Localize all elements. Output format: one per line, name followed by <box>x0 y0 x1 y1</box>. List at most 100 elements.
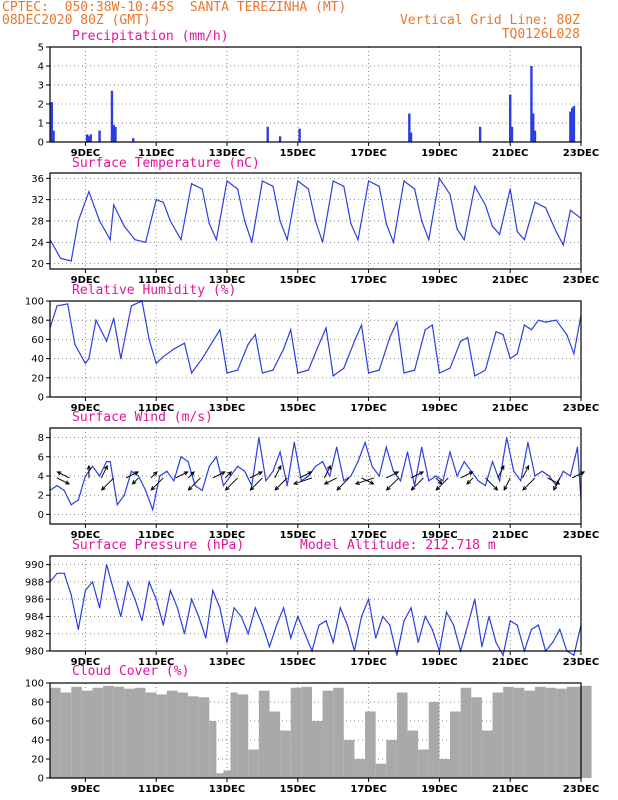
temp-point <box>484 204 487 206</box>
wind-point <box>428 480 430 482</box>
wind-arrow <box>386 471 400 479</box>
rh-point <box>272 369 274 371</box>
temp-point <box>463 239 465 241</box>
rh-point <box>212 340 214 342</box>
cloud-xtick-label: 17DEC <box>350 784 386 795</box>
wind-vectors <box>56 464 586 491</box>
pres-point <box>205 637 207 639</box>
temp-point <box>438 177 440 179</box>
temp-point <box>392 241 394 243</box>
wind-point <box>506 437 508 439</box>
precip-xtick-label: 17DEC <box>350 148 386 159</box>
rh-point <box>283 348 285 350</box>
wind-point <box>159 475 161 477</box>
wind-point <box>244 470 246 472</box>
wind-point <box>152 509 154 511</box>
wind-arrow <box>410 477 424 491</box>
cloud-bar <box>216 773 224 778</box>
pres-point <box>198 615 200 618</box>
pres-point <box>445 611 448 613</box>
precip-bar <box>572 105 576 142</box>
cloud-bar <box>333 687 344 778</box>
temp-point <box>357 239 359 241</box>
cloud-bar <box>322 690 334 778</box>
cloud-xtick-label: 21DEC <box>492 784 528 795</box>
rh-point <box>113 317 115 319</box>
pres-point <box>537 624 540 626</box>
pres-point <box>297 615 299 618</box>
pres-point <box>509 620 511 622</box>
precip-xtick-label: 9DEC <box>71 148 100 159</box>
wind-point <box>106 461 108 463</box>
rh-xtick-label: 17DEC <box>350 403 386 414</box>
wind-point <box>251 485 253 487</box>
wind-arrow <box>292 477 313 485</box>
rh-point <box>502 334 504 336</box>
wind-point <box>357 461 359 463</box>
temp-point <box>279 220 281 222</box>
cloud-bar <box>566 686 581 778</box>
cloud-bar <box>188 696 199 778</box>
temp-point <box>523 239 525 241</box>
precip-bar <box>89 134 92 142</box>
rh-point <box>56 305 58 307</box>
pres-point <box>63 572 65 574</box>
pres-ytick-label: 990 <box>25 560 44 571</box>
pres-frame <box>49 555 582 652</box>
precip-ytick-label: 2 <box>38 100 44 111</box>
rh-xtick-label: 9DEC <box>71 403 100 414</box>
wind-point <box>520 480 522 482</box>
wind-point <box>63 489 65 491</box>
rh-xtick-label: 21DEC <box>492 403 528 414</box>
wind-arrow <box>522 464 530 479</box>
temp-point <box>237 188 239 190</box>
temp-point <box>144 241 147 243</box>
temp-point <box>449 193 451 195</box>
wind-arrow <box>224 477 238 491</box>
cloud-bar <box>503 686 514 778</box>
rh-point <box>183 342 186 344</box>
pres-xtick-label: 11DEC <box>138 657 174 668</box>
cloud-title: Cloud Cover (%) <box>72 664 190 679</box>
temp-point <box>569 209 571 211</box>
precip-title: Precipitation (mm/h) <box>72 29 229 44</box>
wind-ytick-label: 8 <box>38 433 44 444</box>
cloud-bar <box>145 692 157 778</box>
pres-point <box>481 646 483 648</box>
cloud-bar <box>386 740 397 778</box>
rh-point <box>343 367 345 369</box>
cloud-xtick-label: 11DEC <box>138 784 174 795</box>
wind-point <box>98 475 101 477</box>
pres-point <box>162 624 164 626</box>
pres-point <box>424 615 426 618</box>
precip-bar <box>569 111 572 142</box>
wind-xtick-label: 21DEC <box>492 530 528 541</box>
cloud-bar <box>460 687 472 778</box>
wind-point <box>449 451 451 453</box>
cloud-bar <box>301 686 312 778</box>
rh-point <box>523 324 525 326</box>
rh-xtick-label: 13DEC <box>209 403 245 414</box>
temp-xtick-label: 19DEC <box>421 275 457 286</box>
wind-ytick-label: 0 <box>38 510 44 521</box>
temp-point <box>286 239 288 241</box>
precip-bar <box>266 126 269 142</box>
rh-xtick-label: 11DEC <box>138 403 174 414</box>
pres-point <box>360 615 363 618</box>
wind-point <box>201 489 203 491</box>
rh-point <box>162 356 164 358</box>
cloud-ytick-label: 80 <box>31 698 44 709</box>
temp-xtick-label: 21DEC <box>492 275 528 286</box>
wind-point <box>265 480 267 482</box>
pres-point <box>77 628 79 631</box>
wind-point <box>399 480 402 482</box>
temp-point <box>343 185 345 187</box>
precip-bar <box>112 124 115 142</box>
wind-frame <box>49 427 582 525</box>
temp-point <box>70 260 72 262</box>
temp-point <box>109 239 111 241</box>
temp-point <box>134 239 136 241</box>
cloud-bar <box>81 690 93 778</box>
temp-point <box>474 185 476 187</box>
